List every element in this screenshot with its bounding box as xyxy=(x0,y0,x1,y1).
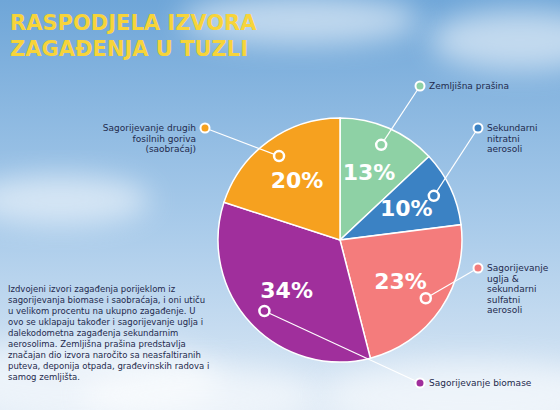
category-label-line: aerosoli xyxy=(487,144,522,154)
data-label: 10% xyxy=(380,196,433,221)
title-line: RASPODJELA IZVORA xyxy=(10,11,257,35)
category-label-line: sulfatni xyxy=(487,295,520,305)
slice-ring xyxy=(274,151,284,161)
slice xyxy=(224,118,340,240)
leader-line xyxy=(434,128,478,196)
leader-line xyxy=(426,268,478,298)
category-label-line: Sekundarni xyxy=(487,123,538,133)
cloud xyxy=(80,365,320,410)
category-label: Sagorijevanje drugihfosilnih goriva(saob… xyxy=(103,123,196,154)
category-label: Sagorijevanjeuglja &sekundarnisulfatniae… xyxy=(487,263,549,315)
legend-dot xyxy=(201,124,210,133)
annotation-line: u velikom procentu na ukupno zagađenje. … xyxy=(8,306,195,316)
legend-dot xyxy=(474,264,483,273)
category-label-line: Sagorijevanje drugih xyxy=(103,123,196,133)
leader-line xyxy=(205,128,279,156)
cloud xyxy=(320,360,560,410)
slice-ring xyxy=(259,306,269,316)
labels: Zemljišna prašina13%Sekundarninitratniae… xyxy=(103,81,549,388)
leader-line xyxy=(264,311,420,383)
legend-dot xyxy=(416,379,425,388)
pie xyxy=(218,118,462,362)
data-label: 34% xyxy=(260,278,313,303)
data-label: 23% xyxy=(374,269,427,294)
category-label-line: uglja & xyxy=(487,274,519,284)
category-label-line: Zemljišna prašina xyxy=(429,81,509,91)
slice-ring xyxy=(421,293,431,303)
category-label-line: aerosoli xyxy=(487,305,522,315)
legend-dot xyxy=(474,124,483,133)
annotation-line: Izdvojeni izvori zagađenja porijeklom iz xyxy=(8,284,176,294)
category-label-line: Sagorijevanje xyxy=(487,263,549,273)
annotation-line: puteva, deponija otpada, građevinskih ra… xyxy=(8,361,209,371)
clouds xyxy=(0,0,560,410)
category-label: Sekundarninitratniaerosoli xyxy=(487,123,538,154)
category-label: Zemljišna prašina xyxy=(429,81,509,91)
category-label-line: fosilnih goriva xyxy=(133,134,196,144)
annotation-line: ovo se uklapaju također i sagorijevanje … xyxy=(8,317,203,327)
data-label: 13% xyxy=(343,160,396,185)
slice xyxy=(218,202,370,362)
plot-area xyxy=(218,118,462,362)
slice-ring xyxy=(376,140,386,150)
data-label: 20% xyxy=(271,168,324,193)
title: RASPODJELA IZVORAZAGAĐENJA U TUZLI xyxy=(10,11,257,61)
annotation-line: značajan dio izvora naročito sa neasfalt… xyxy=(8,350,201,360)
chart: RASPODJELA IZVORAZAGAĐENJA U TUZLI Izdvoj… xyxy=(0,0,560,410)
cloud xyxy=(430,10,560,70)
category-label-line: nitratni xyxy=(487,134,520,144)
annotation-line: aerosolima. Zemljišna prašina predstavlj… xyxy=(8,339,186,349)
category-label-line: Sagorijevanje biomase xyxy=(429,378,532,388)
category-label: Sagorijevanje biomase xyxy=(429,378,532,388)
annotation-line: dalekodometna zagađenja sekundarnim xyxy=(8,328,178,338)
annotation-line: sagorijevanja biomase i saobraćaja, i on… xyxy=(8,295,205,305)
leader-line xyxy=(381,86,420,145)
cloud xyxy=(0,175,150,225)
category-label-line: (saobraćaj) xyxy=(145,144,196,154)
category-label-line: sekundarni xyxy=(487,284,537,294)
legend-dot xyxy=(416,82,425,91)
annotation-line: samog zemljišta. xyxy=(8,372,80,382)
title-line: ZAGAĐENJA U TUZLI xyxy=(10,37,248,61)
annotation: Izdvojeni izvori zagađenja porijeklom iz… xyxy=(8,284,209,382)
